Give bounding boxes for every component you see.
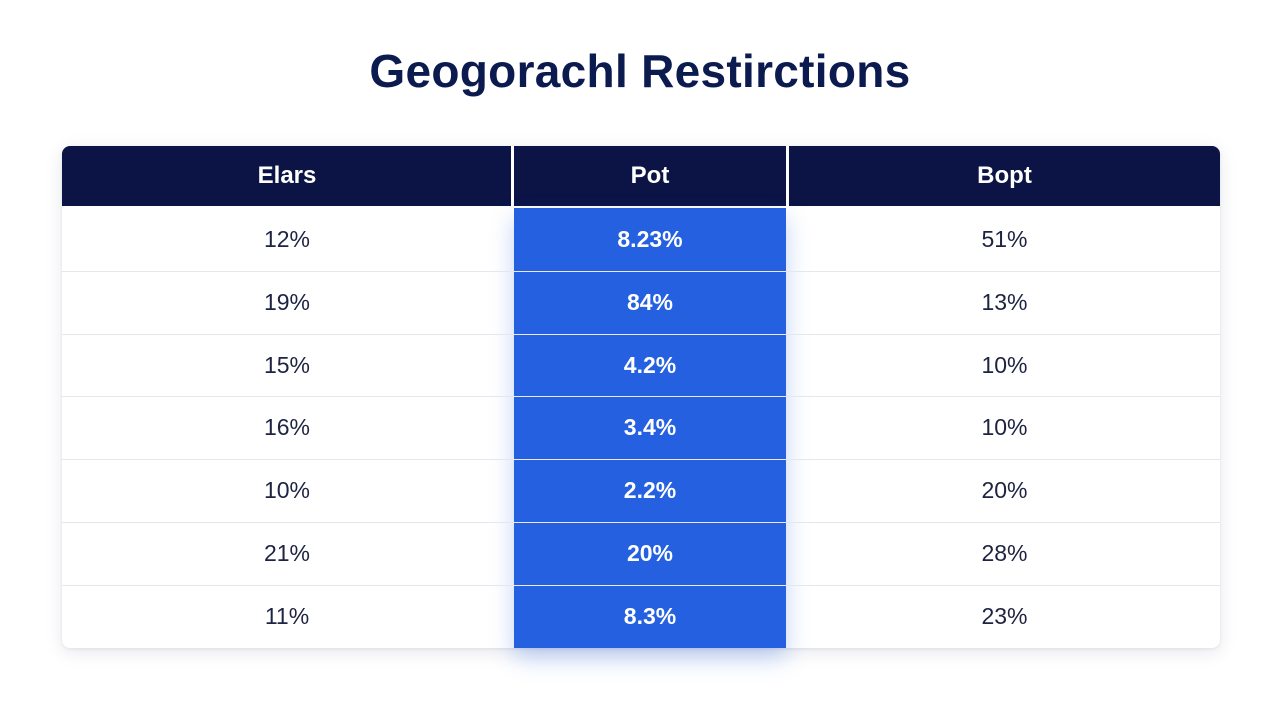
row-divider [62, 396, 1220, 398]
table-row: 16% 3.4% 10% [62, 396, 1220, 458]
table-row: 10% 2.2% 20% [62, 459, 1220, 521]
header-divider [786, 146, 789, 206]
cell-bopt: 10% [981, 351, 1028, 378]
chart-title: Geogorachl Restirctions [369, 45, 911, 97]
cell-elars: 11% [264, 602, 310, 629]
highlight-row-divider [514, 333, 786, 335]
highlight-row-divider [514, 459, 786, 461]
cell-bopt: 51% [981, 226, 1028, 252]
data-table: Elars Pot Bopt 12% 8.23% 51% 19% 84% 13% 15% 4.… [62, 146, 1220, 648]
table-row: 11% 8.3% 23% [62, 585, 1220, 647]
row-divider [62, 522, 1220, 523]
column-header-pot: Pot [630, 162, 670, 189]
cell-elars: 21% [263, 540, 311, 566]
column-header-elars: Elars [257, 162, 317, 189]
highlight-row-divider [514, 522, 786, 523]
cell-pot: 84% [626, 288, 674, 315]
table-row: 19% 84% 13% [62, 271, 1220, 333]
row-divider [62, 333, 1220, 335]
cell-bopt: 28% [981, 540, 1028, 566]
cell-bopt: 20% [981, 477, 1028, 504]
column-header-bopt: Bopt [977, 162, 1032, 189]
highlight-row-divider [514, 584, 786, 586]
cell-elars: 19% [263, 288, 311, 315]
cell-pot: 8.23% [617, 226, 683, 252]
cell-pot: 2.2% [623, 477, 677, 504]
cell-elars: 15% [263, 351, 311, 378]
row-divider [62, 584, 1220, 586]
highlighted-column-pot [514, 208, 786, 648]
cell-bopt: 10% [981, 414, 1028, 441]
cell-elars: 16% [263, 414, 311, 441]
cell-pot: 4.2% [623, 351, 677, 378]
row-divider [62, 270, 1220, 272]
highlight-row-divider [514, 270, 786, 272]
table-header-row: Elars Pot Bopt [62, 146, 1220, 206]
cell-bopt: 23% [981, 602, 1028, 629]
cell-pot: 8.3% [623, 602, 677, 629]
cell-pot: 20% [626, 540, 674, 566]
row-divider [62, 459, 1220, 461]
cell-bopt: 13% [981, 288, 1028, 315]
header-divider [511, 146, 514, 206]
cell-elars: 12% [263, 226, 311, 252]
cell-pot: 3.4% [623, 414, 677, 441]
table-row: 15% 4.2% 10% [62, 334, 1220, 396]
highlight-row-divider [514, 396, 786, 398]
table-row: 21% 20% 28% [62, 522, 1220, 584]
table-row: 12% 8.23% 51% [62, 208, 1220, 270]
cell-elars: 10% [263, 477, 311, 504]
